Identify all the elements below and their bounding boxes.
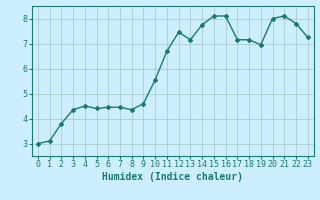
X-axis label: Humidex (Indice chaleur): Humidex (Indice chaleur): [102, 172, 243, 182]
